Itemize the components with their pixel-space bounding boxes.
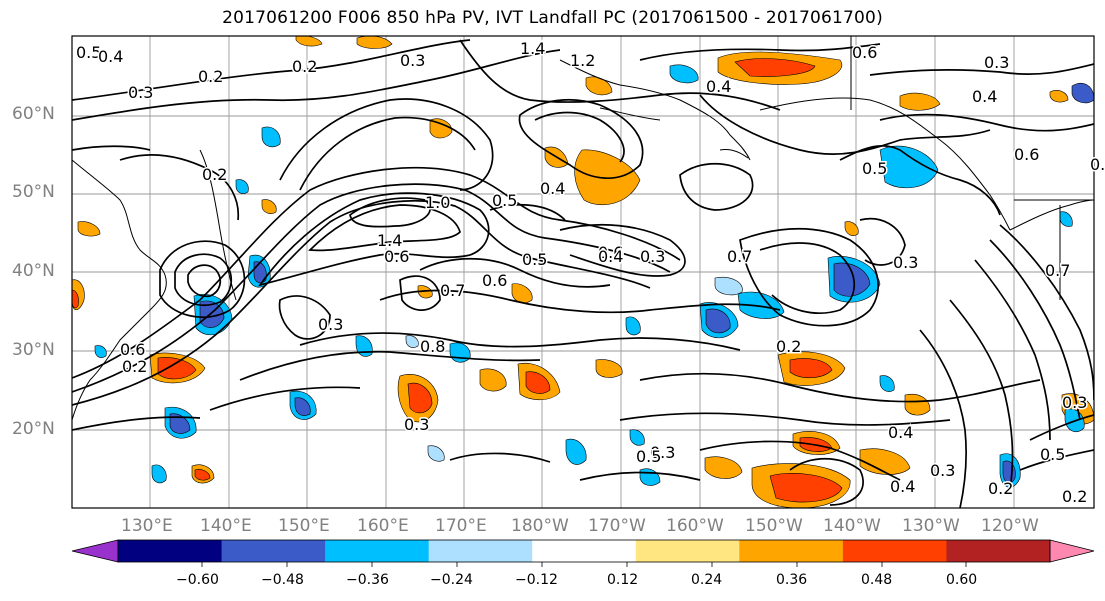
colorbar-segment [221, 540, 326, 562]
contour-label: 0.3 [893, 253, 918, 272]
coastlines [72, 36, 1094, 421]
colorbar-tick-label: −0.36 [346, 572, 389, 588]
contour-label: 0.5 [492, 191, 517, 210]
contour-label: 0.4 [98, 47, 123, 66]
colorbar-tick-label: 0.60 [946, 572, 978, 588]
lat-label-60N: 60°N [12, 104, 55, 124]
colorbar-tick-label: 0.24 [691, 572, 723, 588]
contour-label: 0.7 [727, 247, 752, 266]
lon-label-140E: 140°E [200, 516, 252, 536]
contour-label: 0.2 [292, 57, 317, 76]
contour-label: 0.5 [522, 250, 547, 269]
colorbar-segment [635, 540, 740, 562]
lon-label-170W: 170°W [588, 516, 646, 536]
map-title: 2017061200 F006 850 hPa PV, IVT Landfall… [222, 8, 883, 28]
contour-labels: 0.50.40.20.30.2 0.31.41.2 0.60.40.30.40.60… [75, 38, 1105, 508]
lon-label-140W: 140°W [823, 516, 881, 536]
contour-label: 0.5 [76, 43, 101, 62]
lon-label-150E: 150°E [278, 516, 330, 536]
colorbar-arrow-left [71, 539, 119, 563]
contour-label: 0.5 [1040, 445, 1065, 464]
contour-label: 0.2 [198, 67, 223, 86]
contour-label: 0.6 [1014, 145, 1039, 164]
contour-label: 0.5 [862, 159, 887, 178]
contour-label: 0.3 [640, 247, 665, 266]
colorbar-segment [532, 540, 637, 562]
contour-label: 0.2 [122, 357, 147, 376]
lat-label-20N: 20°N [12, 419, 55, 439]
colorbar-segment [842, 540, 947, 562]
contour-label: 0.3 [318, 315, 343, 334]
pv-contours [72, 39, 1094, 508]
contour-label: 0.2 [1062, 487, 1087, 506]
contour-label: 0.4 [598, 247, 623, 266]
colorbar-tick-label: −0.24 [430, 572, 473, 588]
contour-label: 0.3 [930, 461, 955, 480]
contour-label: 0.2 [776, 337, 801, 356]
lon-label-130E: 130°E [121, 516, 173, 536]
colorbar-segment [946, 540, 1051, 562]
contour-label: 0.6 [120, 340, 145, 359]
contour-label: 0.3 [650, 443, 675, 462]
contour-label: 0.3 [400, 51, 425, 70]
contour-label: 0.3 [128, 83, 153, 102]
colorbar-tick-label: 0.48 [861, 572, 893, 588]
contour-label: 0.6 [384, 247, 409, 266]
contour-label: 0.4 [540, 179, 565, 198]
colorbar-tick-label: −0.12 [515, 572, 558, 588]
map-panel [71, 35, 1095, 509]
contour-label: 0.7 [1045, 261, 1070, 280]
lon-label-120W: 120°W [981, 516, 1039, 536]
lon-label-150W: 150°W [745, 516, 803, 536]
lon-label-160W: 160°W [666, 516, 724, 536]
contour-label: 0.2 [1090, 155, 1105, 174]
colorbar-tick-label: 0.12 [607, 572, 639, 588]
colorbar [71, 539, 1095, 567]
contour-label: 1.0 [425, 193, 450, 212]
contour-label: 0.6 [598, 243, 623, 262]
contour-label: 0.4 [972, 87, 997, 106]
contour-label: 0.3 [404, 415, 429, 434]
contour-label: 1.2 [570, 51, 595, 70]
contour-label: 0.7 [440, 281, 465, 300]
contour-label: 0.3 [984, 53, 1009, 72]
colorbar-segment [118, 540, 223, 562]
contour-label: 0.3 [1062, 393, 1087, 412]
contour-label: 0.6 [852, 43, 877, 62]
contour-label: 0.5 [636, 447, 661, 466]
colorbar-tick-label: −0.48 [261, 572, 304, 588]
lat-label-30N: 30°N [12, 340, 55, 360]
colorbar-arrow-right [1049, 539, 1095, 563]
lon-label-170E: 170°E [435, 516, 487, 536]
contour-label: 1.4 [377, 231, 402, 250]
contour-label: 0.4 [890, 477, 915, 496]
contour-label: 0.8 [420, 337, 445, 356]
colorbar-segment [739, 540, 844, 562]
colorbar-tick-label: 0.36 [776, 572, 808, 588]
lon-label-130W: 130°W [902, 516, 960, 536]
colorbar-segment [325, 540, 430, 562]
contour-label: 0.4 [706, 77, 731, 96]
lat-label-40N: 40°N [12, 261, 55, 281]
lat-label-50N: 50°N [12, 182, 55, 202]
contour-label: 0.6 [482, 271, 507, 290]
colorbar-segment [428, 540, 533, 562]
contour-label: 1.4 [520, 39, 545, 58]
contour-label: 0.2 [202, 165, 227, 184]
map-frame [71, 35, 1095, 509]
colorbar-tick-label: −0.60 [176, 572, 219, 588]
lon-label-180W: 180°W [511, 516, 569, 536]
contour-label: 0.4 [888, 423, 913, 442]
contour-label: 0.2 [988, 479, 1013, 498]
lon-label-160E: 160°E [357, 516, 409, 536]
